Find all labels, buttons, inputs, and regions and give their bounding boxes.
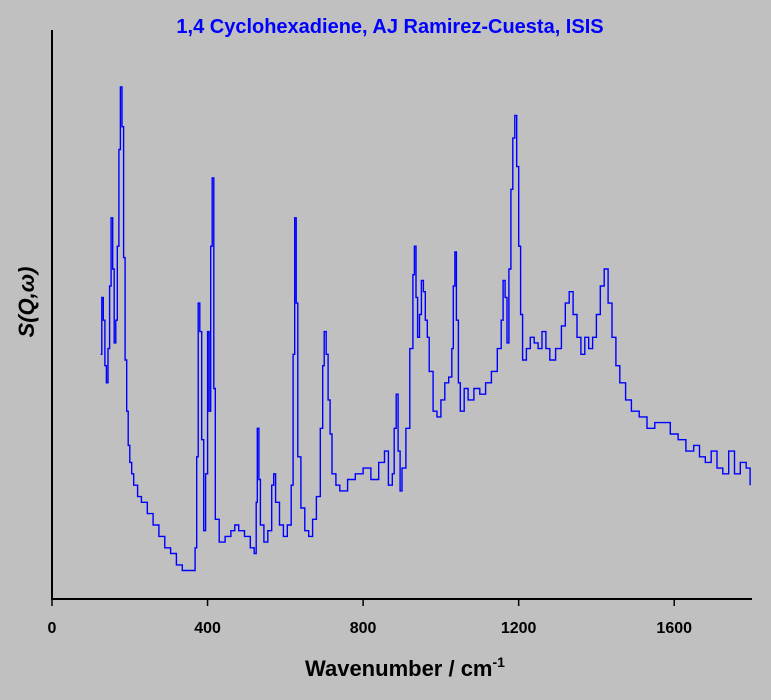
x-tick-label: 0 xyxy=(48,620,57,637)
x-tick-label: 1200 xyxy=(501,620,537,637)
x-tick-label: 1600 xyxy=(656,620,692,637)
x-tick-label: 400 xyxy=(194,620,221,637)
y-axis-label: S(Q,ω) xyxy=(14,267,39,338)
x-axis-label: Wavenumber / cm-1 xyxy=(305,654,505,681)
x-tick-label: 800 xyxy=(350,620,377,637)
x-axis-label-superscript: -1 xyxy=(493,654,506,670)
series-line xyxy=(101,87,751,571)
chart-title: 1,4 Cyclohexadiene, AJ Ramirez-Cuesta, I… xyxy=(176,16,603,38)
x-axis-ticks: 0 400 800 1200 1600 xyxy=(48,599,693,637)
x-axis-label-text: Wavenumber / cm xyxy=(305,656,492,681)
plot-area: 0 400 800 1200 1600 xyxy=(48,30,752,637)
